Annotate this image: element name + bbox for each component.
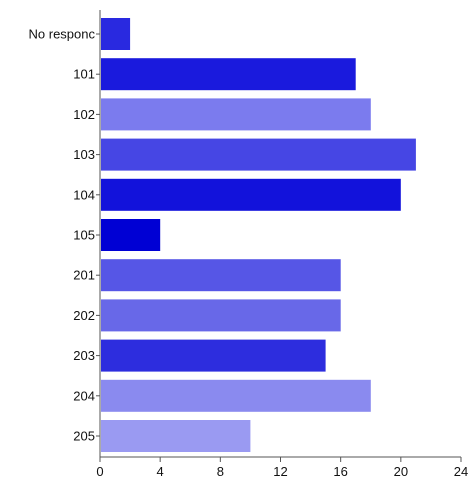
y-tick-label: 103 [73, 147, 95, 162]
x-tick-label: 0 [96, 464, 103, 479]
y-tick-label: 204 [73, 388, 95, 403]
x-tick-label: 16 [333, 464, 347, 479]
bar [101, 98, 371, 131]
bar [101, 420, 251, 452]
bar [101, 58, 356, 91]
y-tick-label: No responc [29, 27, 96, 42]
x-axis: 0 4 8 12 16 20 24 [96, 456, 468, 479]
y-tick-label: 205 [73, 429, 95, 444]
bar [101, 178, 401, 211]
bars-group [101, 18, 416, 452]
y-axis: No responc 101 102 103 104 105 201 202 203 204 205 [29, 10, 101, 457]
y-tick-label: 101 [73, 67, 95, 82]
y-tick-label: 203 [73, 348, 95, 363]
x-tick-label: 12 [273, 464, 287, 479]
x-tick-label: 24 [454, 464, 468, 479]
y-tick-label: 202 [73, 308, 95, 323]
y-tick-label: 104 [73, 187, 95, 202]
y-tick-label: 201 [73, 268, 95, 283]
x-tick-label: 4 [157, 464, 164, 479]
bar [101, 219, 161, 251]
bar [101, 299, 341, 332]
x-tick-label: 8 [217, 464, 224, 479]
bar [101, 259, 341, 292]
y-tick-label: 102 [73, 107, 95, 122]
y-tick-label: 105 [73, 228, 95, 243]
x-tick-label: 20 [394, 464, 408, 479]
bar [101, 339, 326, 372]
bar [101, 18, 131, 50]
bar [101, 138, 416, 171]
bar [101, 379, 371, 412]
